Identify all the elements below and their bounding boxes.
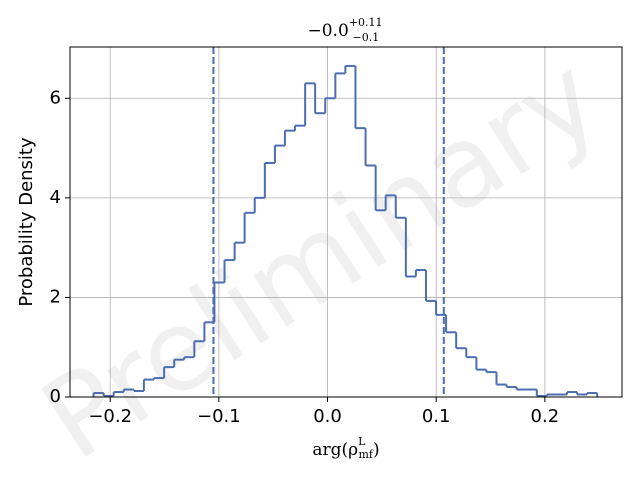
title-upper: +0.11 (349, 16, 383, 29)
x-tick-label: 0.2 (531, 406, 560, 427)
x-tick-label: −0.2 (88, 406, 132, 427)
y-tick-label: 0 (50, 386, 61, 407)
y-tick-label: 6 (50, 87, 61, 108)
chart-title: −0.0+0.11 −0.1 (308, 16, 383, 44)
xlabel-base: arg(ρ (312, 440, 358, 460)
x-tick-label: 0.1 (422, 406, 451, 427)
x-axis-label: arg(ρL mf) (312, 435, 379, 461)
plot-frame (69, 46, 623, 398)
y-axis-label: Probability Density (16, 137, 37, 307)
x-tick-label: 0.0 (313, 406, 342, 427)
xlabel-sub: mf (358, 448, 373, 461)
xlabel-close: ) (373, 440, 380, 460)
xlabel-sup: L (358, 435, 366, 448)
title-main: −0.0 (308, 21, 349, 41)
y-tick-label: 2 (50, 286, 61, 307)
y-tick-label: 4 (50, 187, 61, 208)
x-tick-label: −0.1 (197, 406, 241, 427)
title-lower: −0.1 (353, 31, 380, 44)
